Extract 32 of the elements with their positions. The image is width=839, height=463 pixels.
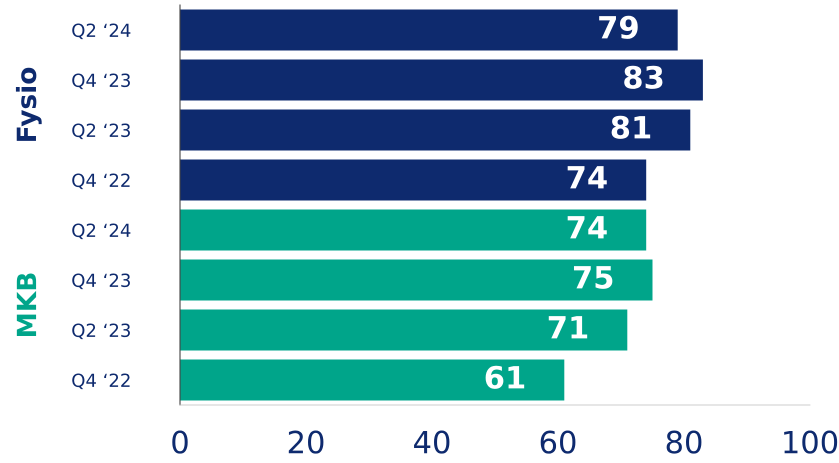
text: MKB <box>16 273 36 336</box>
data-label: 81 <box>612 116 650 139</box>
x-tick-label: 20 <box>288 430 324 454</box>
bar <box>180 210 646 250</box>
y-tick-label: Q2 ‘24 <box>72 223 130 240</box>
y-tick-label: Q2 ‘23 <box>72 123 130 140</box>
bar <box>180 310 628 350</box>
data-label: 79 <box>599 16 638 39</box>
y-tick-label: Q4 ‘22 <box>72 373 130 390</box>
text: Fysio <box>16 68 42 141</box>
y-tick-label: Q4 ‘23 <box>72 73 130 90</box>
bar <box>180 110 690 150</box>
bar <box>180 360 564 400</box>
x-tick-label: 100 <box>784 430 838 454</box>
data-label: 61 <box>486 366 524 389</box>
x-tick-label: 40 <box>414 430 450 454</box>
y-tick-label: Q4 ‘22 <box>72 173 130 190</box>
x-tick-label: 60 <box>540 430 576 454</box>
bar <box>180 260 652 300</box>
y-tick-label: Q2 ‘24 <box>72 23 130 40</box>
data-label: 71 <box>548 316 588 338</box>
data-label: 83 <box>624 66 662 89</box>
y-tick-label: Q2 ‘23 <box>72 323 130 340</box>
bar <box>180 10 678 50</box>
y-tick-label: Q4 ‘23 <box>72 273 130 290</box>
data-label: 75 <box>574 266 612 289</box>
bar <box>180 160 646 200</box>
data-label: 74 <box>568 166 607 188</box>
data-label: 74 <box>568 216 607 238</box>
x-tick-label: 0 <box>172 430 188 454</box>
bar <box>180 60 703 100</box>
x-tick-label: 80 <box>666 430 702 454</box>
